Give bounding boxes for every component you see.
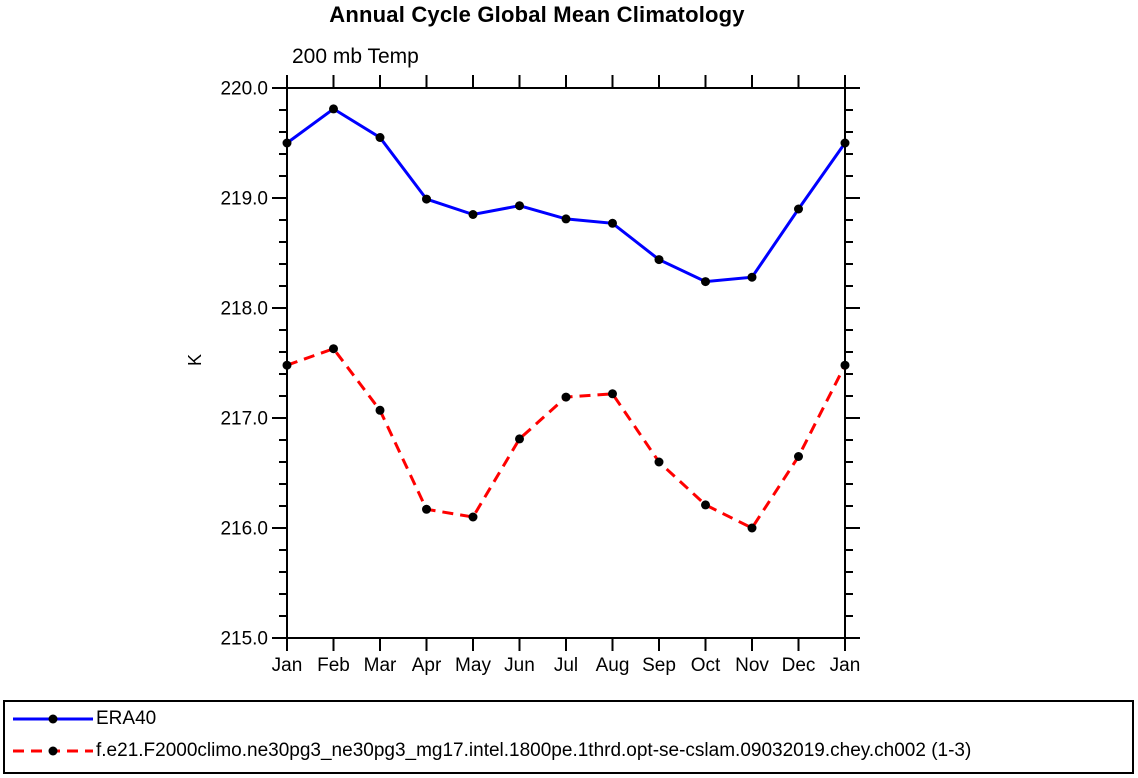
x-tick-label: Mar <box>364 655 397 676</box>
data-point-marker <box>840 360 850 370</box>
x-tick-label: Jul <box>554 655 578 676</box>
series-line <box>286 107 847 284</box>
legend-item-model-run: f.e21.F2000climo.ne30pg3_ne30pg3_mg17.in… <box>10 738 971 764</box>
data-point-marker <box>515 434 524 444</box>
data-point-marker <box>375 405 385 415</box>
y-tick-label: 216.0 <box>220 519 268 540</box>
legend-item-era40: ERA40 <box>10 706 156 732</box>
data-point-marker <box>329 344 338 354</box>
legend-label-era40: ERA40 <box>96 708 157 729</box>
data-point-marker <box>375 133 385 142</box>
x-tick-label: Nov <box>735 655 769 676</box>
series-line <box>286 346 847 530</box>
plot-frame <box>286 87 846 639</box>
data-point-marker <box>701 500 710 510</box>
x-tick-label: Jan <box>830 655 861 676</box>
y-tick-label: 218.0 <box>220 299 268 320</box>
x-tick-label: Sep <box>642 655 676 676</box>
data-point-marker <box>608 218 617 228</box>
data-point-marker <box>747 523 757 533</box>
x-tick-label: Jan <box>272 655 303 676</box>
y-tick-label: 215.0 <box>220 629 268 650</box>
data-point-marker <box>608 389 617 399</box>
data-point-marker <box>794 204 803 214</box>
legend-sample-marker <box>48 714 58 724</box>
legend-box: ERA40 f.e21.F2000climo.ne30pg3_ne30pg3_m… <box>3 700 1134 774</box>
data-point-marker <box>329 104 338 114</box>
x-tick-label: May <box>455 655 491 676</box>
x-tick-label: Oct <box>691 655 721 676</box>
data-point-marker <box>282 360 292 370</box>
y-tick-label: 217.0 <box>220 409 268 430</box>
data-point-marker <box>701 277 710 287</box>
legend-sample-marker <box>48 746 58 756</box>
x-tick-label: Apr <box>412 655 442 676</box>
legend-line-sample-red-dashed <box>13 746 93 756</box>
chart-title: Annual Cycle Global Mean Climatology <box>329 2 745 27</box>
data-point-marker <box>468 210 478 219</box>
x-tick-label: Feb <box>317 655 350 676</box>
data-point-marker <box>654 255 664 265</box>
series-era40 <box>282 104 850 287</box>
legend-line-sample-blue-solid <box>13 714 93 724</box>
x-tick-label: Dec <box>782 655 816 676</box>
data-point-marker <box>282 138 292 148</box>
data-point-marker <box>654 457 664 467</box>
data-point-marker <box>794 452 803 461</box>
series-model-run <box>282 344 850 533</box>
y-tick-label: 220.0 <box>220 79 268 100</box>
data-point-marker <box>468 512 478 522</box>
data-point-marker <box>561 214 571 224</box>
legend-label-model-run: f.e21.F2000climo.ne30pg3_ne30pg3_mg17.in… <box>96 740 972 761</box>
data-point-marker <box>515 201 524 211</box>
chart-subtitle: 200 mb Temp <box>292 45 419 68</box>
x-tick-label: Jun <box>504 655 535 676</box>
data-point-marker <box>840 138 850 148</box>
data-point-marker <box>422 504 431 514</box>
data-point-marker <box>747 272 757 282</box>
y-tick-label: 219.0 <box>220 189 268 210</box>
x-tick-label: Aug <box>596 655 630 676</box>
data-point-marker <box>422 194 431 204</box>
data-point-marker <box>561 392 571 402</box>
